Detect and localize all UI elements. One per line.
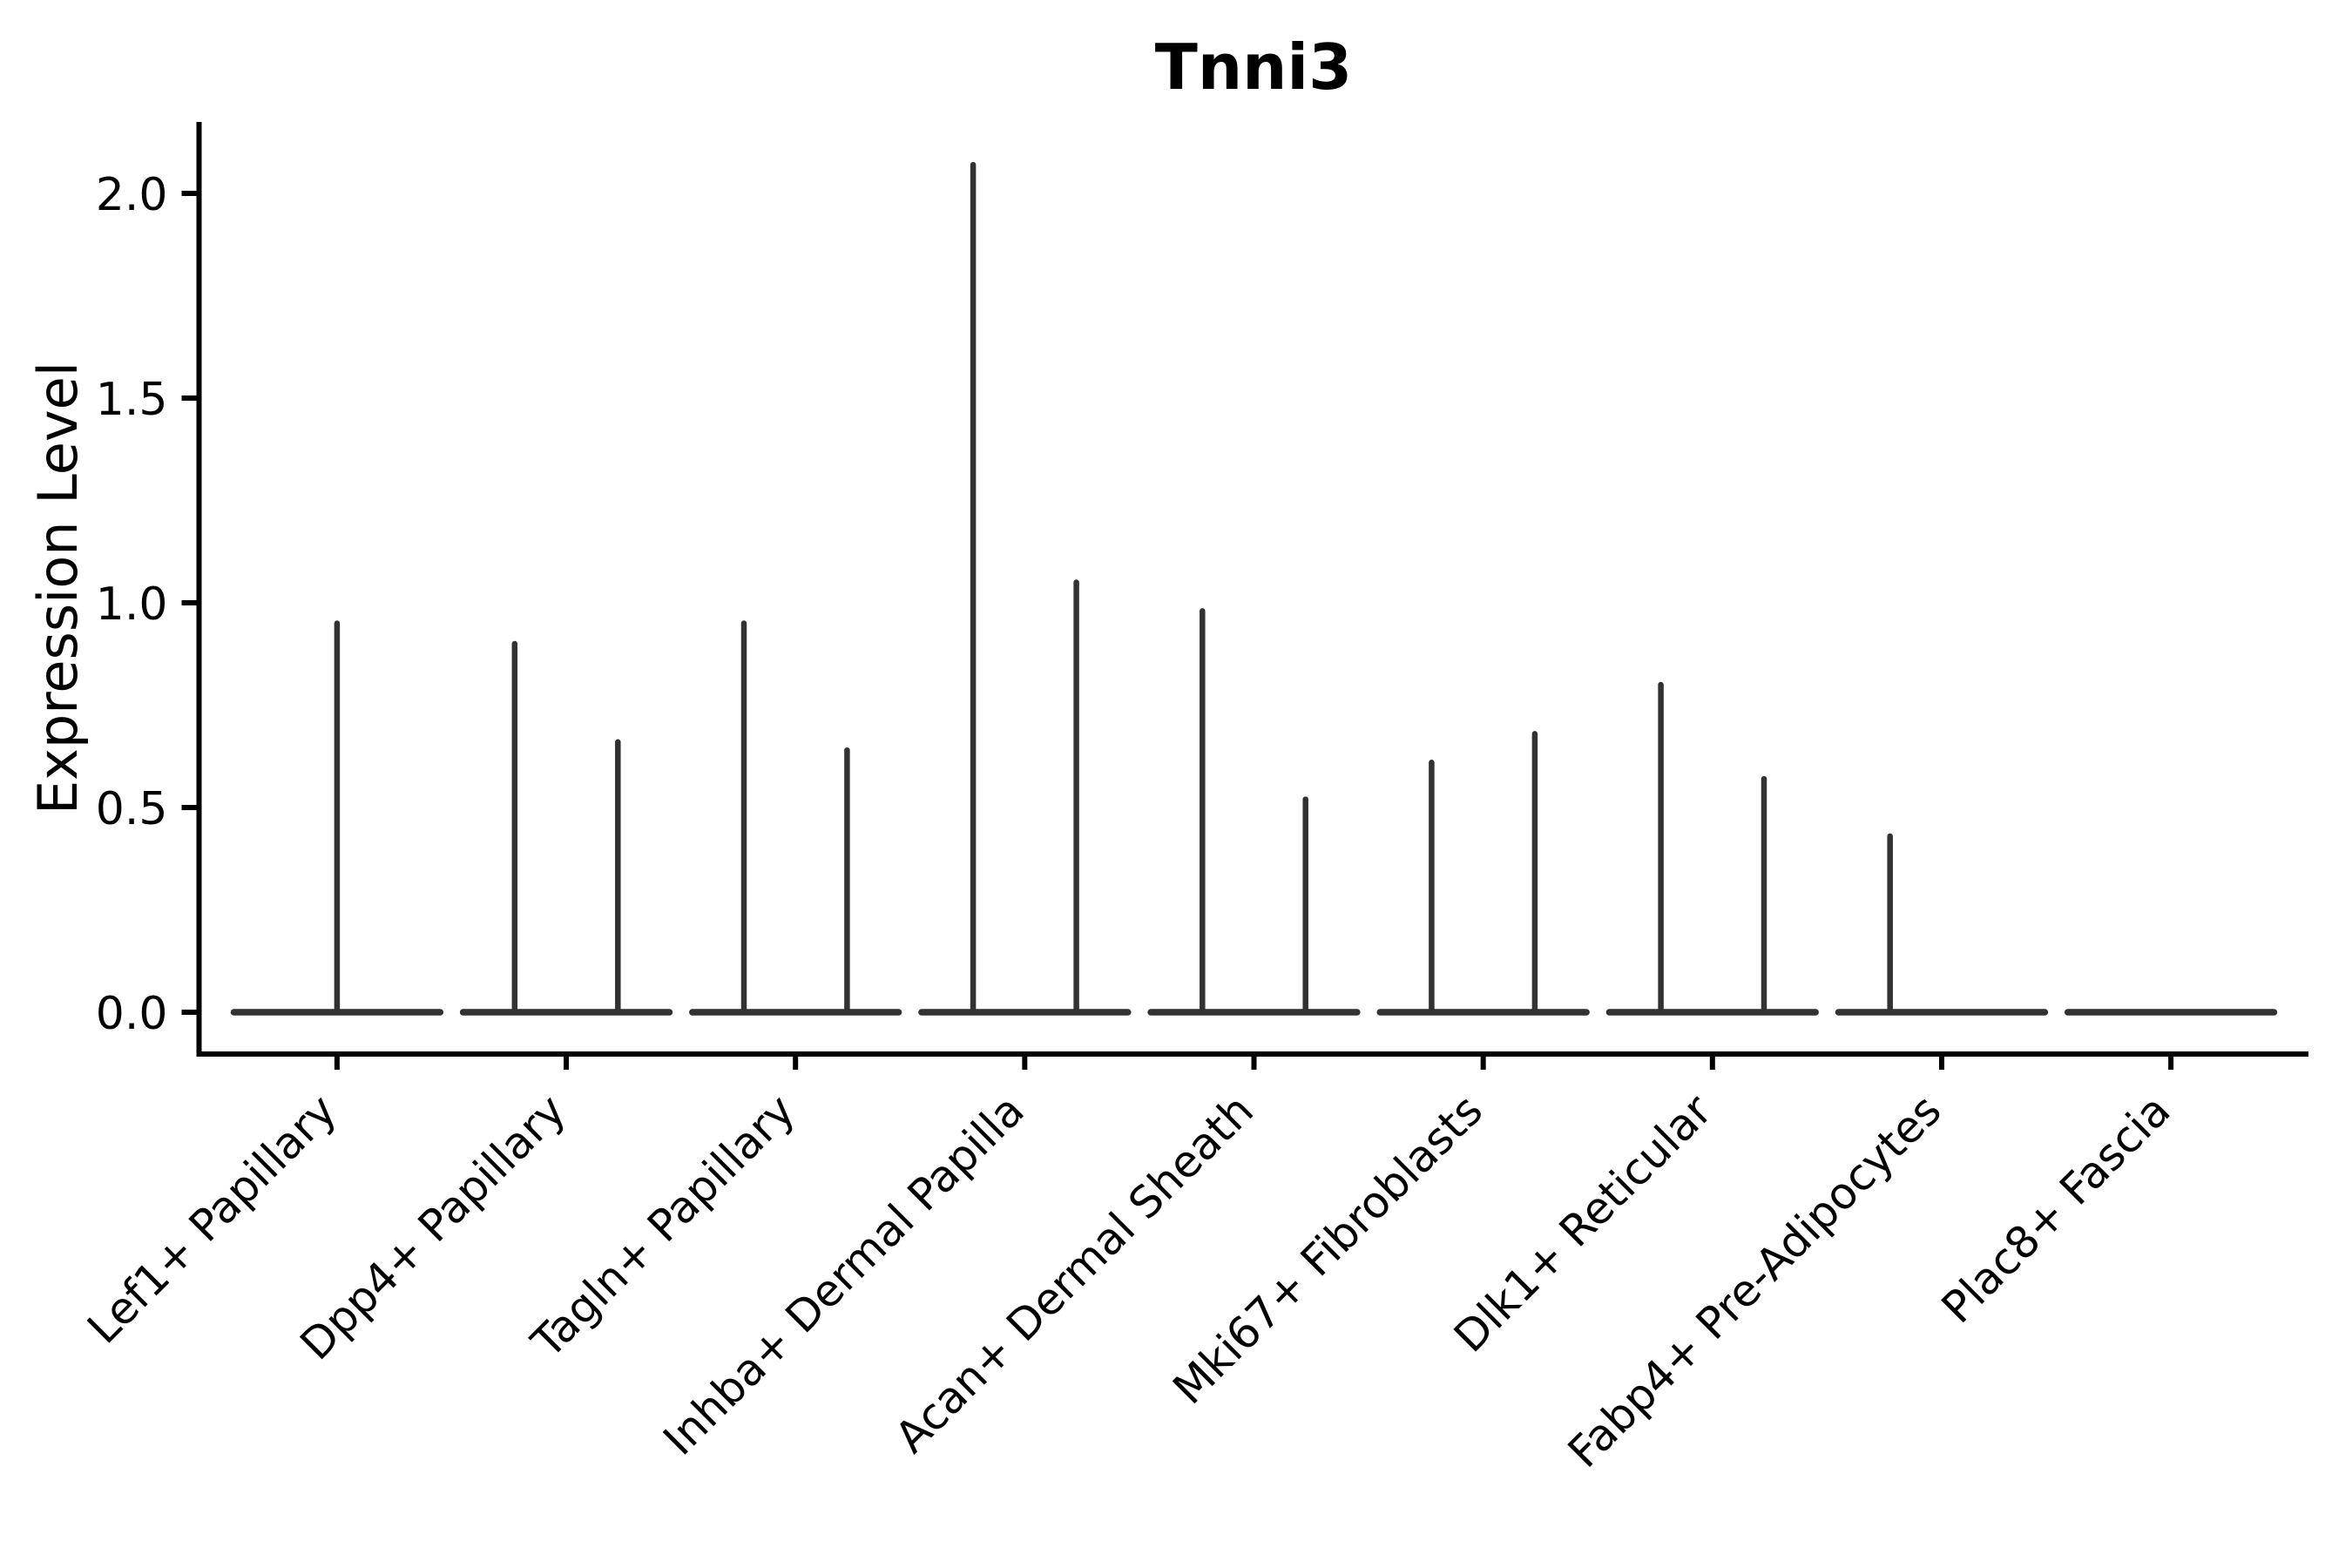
- y-tick-label: 0.5: [96, 783, 168, 835]
- y-tick-label: 1.5: [96, 374, 168, 426]
- violins-layer: [230, 161, 2278, 1016]
- x-tick-label: Lef1+ Papillary: [78, 1085, 346, 1353]
- violin: [1605, 681, 1819, 1016]
- y-axis-label: Expression Level: [26, 362, 90, 814]
- y-tick-label: 1.0: [96, 578, 168, 631]
- x-tick-label: Fabp4+ Pre-Adipocytes: [1558, 1085, 1951, 1477]
- axes-layer: [181, 122, 2308, 1070]
- violin: [230, 620, 444, 1016]
- violin: [1835, 833, 2049, 1016]
- x-tick-label: Plac8+ Fascia: [1932, 1085, 2180, 1333]
- violin: [918, 161, 1132, 1016]
- violin: [459, 640, 673, 1016]
- violin: [1147, 608, 1361, 1016]
- y-tick-label: 2.0: [96, 169, 168, 221]
- violin: [1376, 731, 1590, 1016]
- chart-title: Tnni3: [1155, 30, 1352, 104]
- violin: [689, 620, 902, 1016]
- y-tick-label: 0.0: [96, 988, 168, 1040]
